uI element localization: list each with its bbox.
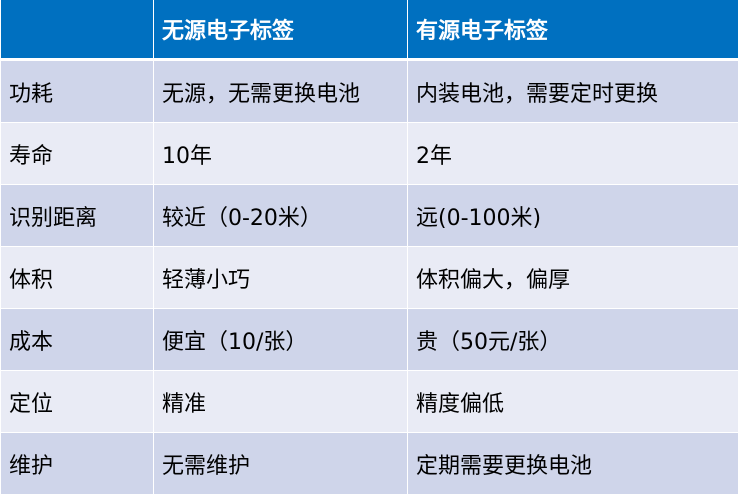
row-label-cell: 识别距离 [1,185,154,247]
table-cell: 10年 [154,123,408,185]
table-cell: 无需维护 [154,433,408,495]
table-row: 维护无需维护定期需要更换电池 [1,433,738,495]
table-cell: 精准 [154,371,408,433]
table-cell: 内装电池，需要定时更换 [408,60,738,123]
header-cell-active-tag: 有源电子标签 [408,0,738,60]
table-cell: 体积偏大，偏厚 [408,247,738,309]
row-label-cell: 成本 [1,309,154,371]
table-cell: 便宜（10/张） [154,309,408,371]
row-label-cell: 维护 [1,433,154,495]
table-row: 识别距离较近（0-20米）远(0-100米) [1,185,738,247]
header-cell-passive-tag: 无源电子标签 [154,0,408,60]
table-row: 功耗无源，无需更换电池内装电池，需要定时更换 [1,60,738,123]
row-label-cell: 功耗 [1,60,154,123]
table-row: 体积轻薄小巧体积偏大，偏厚 [1,247,738,309]
row-label-cell: 定位 [1,371,154,433]
table-cell: 精度偏低 [408,371,738,433]
table-cell: 贵（50元/张） [408,309,738,371]
table-cell: 2年 [408,123,738,185]
table-row: 定位精准精度偏低 [1,371,738,433]
table-cell: 定期需要更换电池 [408,433,738,495]
table-cell: 较近（0-20米） [154,185,408,247]
table-cell: 无源，无需更换电池 [154,60,408,123]
header-cell-empty [1,0,154,60]
table-cell: 远(0-100米) [408,185,738,247]
row-label-cell: 寿命 [1,123,154,185]
table-cell: 轻薄小巧 [154,247,408,309]
row-label-cell: 体积 [1,247,154,309]
table-row: 成本便宜（10/张）贵（50元/张） [1,309,738,371]
header-row: 无源电子标签 有源电子标签 [1,0,738,60]
